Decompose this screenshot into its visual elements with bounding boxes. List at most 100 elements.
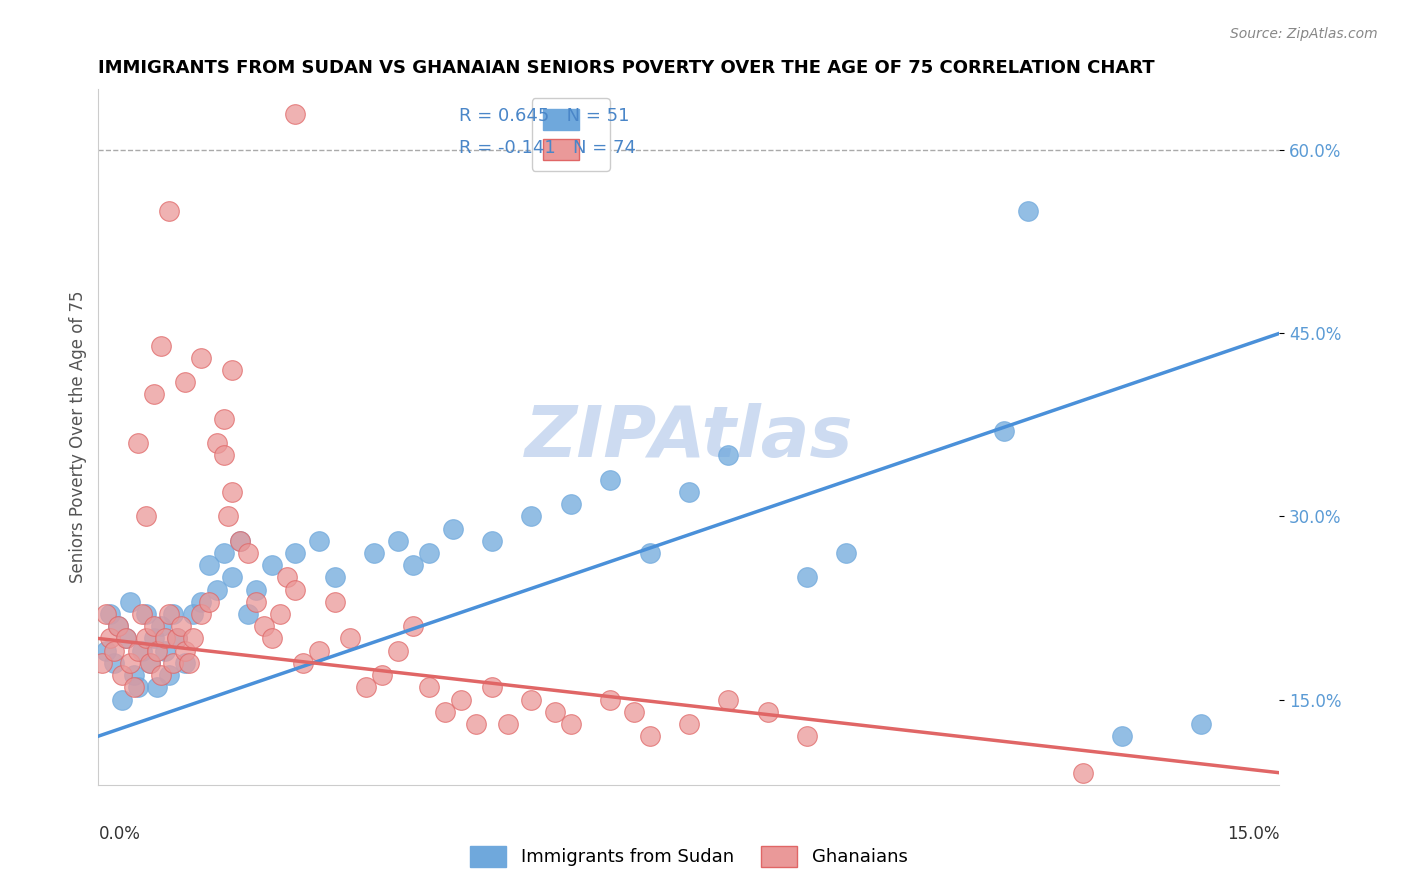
Text: ZIPAtlas: ZIPAtlas — [524, 402, 853, 472]
Point — [122, 668, 145, 682]
Point — [142, 387, 165, 401]
Point — [91, 656, 114, 670]
Point — [835, 790, 858, 805]
Point — [96, 607, 118, 621]
Text: R = -0.141   N = 74: R = -0.141 N = 74 — [458, 139, 636, 157]
Point — [308, 643, 330, 657]
Point — [717, 692, 740, 706]
Point — [756, 705, 779, 719]
Point — [260, 632, 283, 646]
Point — [623, 705, 645, 719]
Point — [150, 668, 173, 682]
Point — [190, 351, 212, 365]
Point — [115, 632, 138, 646]
Point — [214, 546, 236, 560]
Point — [103, 656, 125, 670]
Point — [339, 632, 361, 646]
Point — [1189, 717, 1212, 731]
Point — [217, 509, 239, 524]
Point — [146, 681, 169, 695]
Point — [229, 533, 252, 548]
Point — [146, 643, 169, 657]
Point — [181, 607, 204, 621]
Text: Source: ZipAtlas.com: Source: ZipAtlas.com — [1230, 27, 1378, 41]
Point — [190, 607, 212, 621]
Point — [284, 582, 307, 597]
Point — [166, 632, 188, 646]
Point — [127, 643, 149, 657]
Legend: Immigrants from Sudan, Ghanaians: Immigrants from Sudan, Ghanaians — [463, 838, 915, 874]
Point — [354, 681, 377, 695]
Point — [260, 558, 283, 573]
Point — [465, 717, 488, 731]
Point — [371, 668, 394, 682]
Point — [560, 497, 582, 511]
Point — [157, 204, 180, 219]
Point — [103, 643, 125, 657]
Point — [127, 681, 149, 695]
Point — [284, 106, 307, 120]
Point — [157, 607, 180, 621]
Point — [190, 595, 212, 609]
Point — [155, 643, 177, 657]
Point — [96, 643, 118, 657]
Point — [835, 546, 858, 560]
Point — [229, 533, 252, 548]
Point — [1071, 765, 1094, 780]
Point — [174, 375, 197, 389]
Point — [118, 656, 141, 670]
Point — [678, 485, 700, 500]
Point — [131, 607, 153, 621]
Point — [166, 632, 188, 646]
Point — [118, 595, 141, 609]
Point — [441, 522, 464, 536]
Legend:  ,  : , — [531, 98, 610, 170]
Point — [135, 607, 157, 621]
Point — [481, 533, 503, 548]
Point — [142, 632, 165, 646]
Point — [115, 632, 138, 646]
Point — [162, 656, 184, 670]
Point — [418, 681, 440, 695]
Point — [98, 632, 121, 646]
Point — [1017, 204, 1039, 219]
Point — [236, 607, 259, 621]
Point — [162, 607, 184, 621]
Point — [387, 643, 409, 657]
Point — [111, 692, 134, 706]
Point — [308, 533, 330, 548]
Point — [205, 436, 228, 450]
Point — [150, 338, 173, 352]
Point — [107, 619, 129, 633]
Point — [135, 632, 157, 646]
Y-axis label: Seniors Poverty Over the Age of 75: Seniors Poverty Over the Age of 75 — [69, 291, 87, 583]
Point — [157, 668, 180, 682]
Point — [142, 619, 165, 633]
Point — [276, 570, 298, 584]
Point — [638, 729, 661, 743]
Text: 15.0%: 15.0% — [1227, 825, 1279, 843]
Point — [599, 692, 621, 706]
Point — [177, 656, 200, 670]
Point — [418, 546, 440, 560]
Point — [155, 632, 177, 646]
Point — [402, 558, 425, 573]
Point — [363, 546, 385, 560]
Point — [138, 656, 160, 670]
Point — [1111, 729, 1133, 743]
Point — [221, 485, 243, 500]
Point — [638, 546, 661, 560]
Text: R = 0.645   N = 51: R = 0.645 N = 51 — [458, 106, 628, 125]
Point — [111, 668, 134, 682]
Point — [678, 717, 700, 731]
Point — [323, 570, 346, 584]
Point — [796, 729, 818, 743]
Point — [150, 619, 173, 633]
Point — [197, 558, 219, 573]
Text: 0.0%: 0.0% — [98, 825, 141, 843]
Point — [174, 643, 197, 657]
Point — [387, 533, 409, 548]
Point — [236, 546, 259, 560]
Point — [269, 607, 291, 621]
Point — [138, 656, 160, 670]
